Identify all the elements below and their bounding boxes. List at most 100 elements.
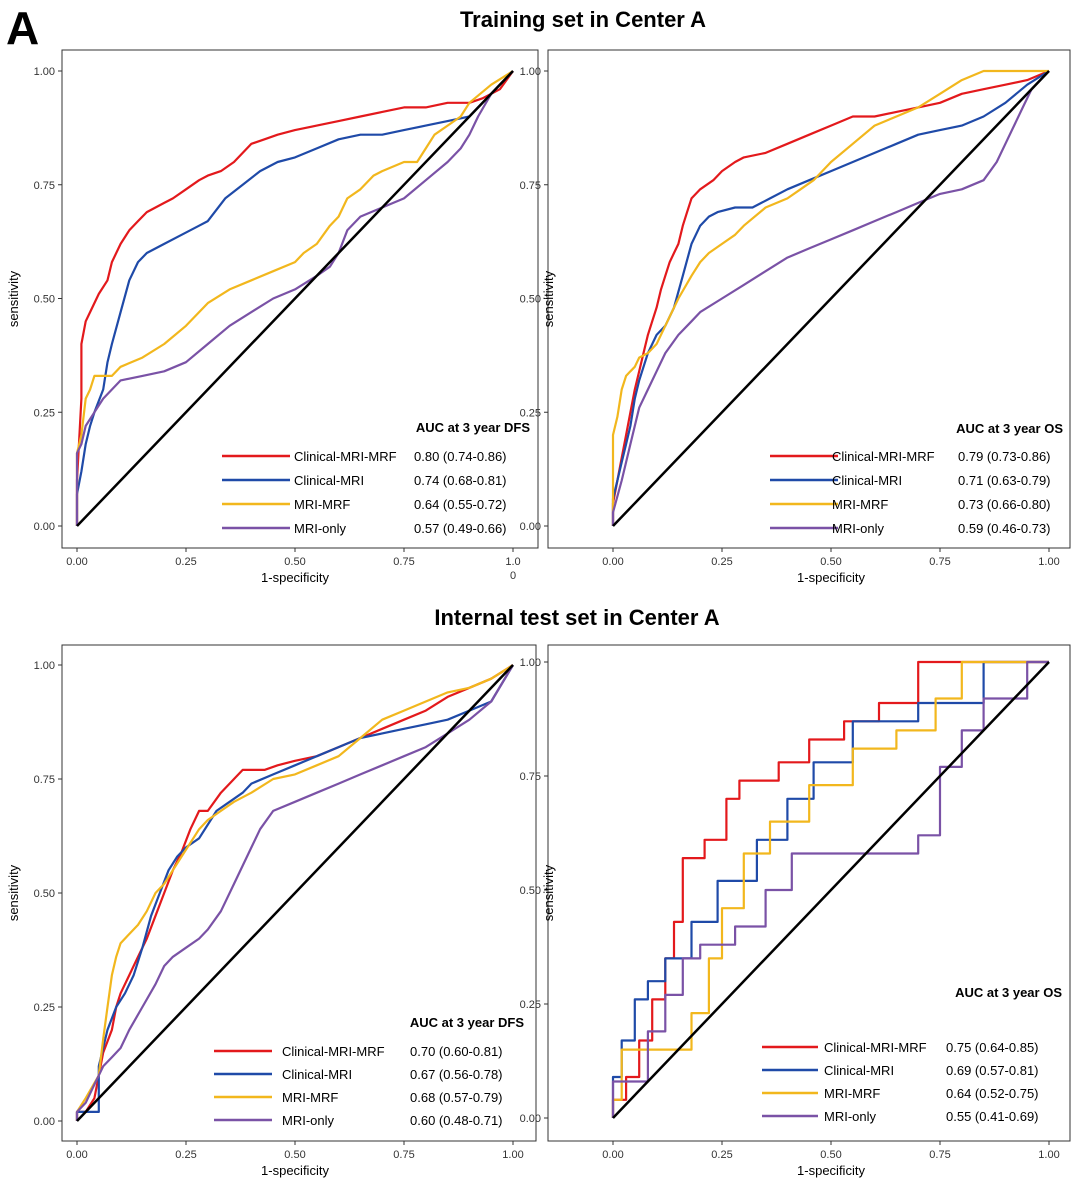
- x-tick-label: 0.25: [711, 556, 732, 568]
- y-tick-label: 1.00: [520, 66, 541, 78]
- y-tick-label: 0.50: [34, 888, 55, 900]
- y-tick-label: 1.00: [34, 66, 55, 78]
- x-tick-label: 1.0: [505, 556, 520, 568]
- legend-label: Clinical-MRI-MRF: [294, 449, 397, 464]
- legend-title: AUC at 3 year DFS: [410, 1015, 524, 1030]
- y-tick-label: 0.00: [34, 521, 55, 533]
- y-tick-label: 0.25: [520, 999, 541, 1011]
- charts-container: 0.00 0.25 0.50 0.75 1.000.000.250.500.751.00…: [6, 49, 1071, 1178]
- y-tick-label: 1.00: [520, 657, 541, 669]
- legend-label: MRI-only: [832, 521, 885, 536]
- roc-curve-clinical-mri: [611, 70, 1050, 526]
- x-tick-label: 0.25: [711, 1149, 732, 1161]
- x-tick-label: 0.75: [393, 556, 414, 568]
- x-axis-label: 1-specificity: [261, 1163, 329, 1178]
- roc-curve-mri-only: [75, 70, 514, 526]
- y-tick-label: 0.50: [520, 294, 541, 306]
- legend-auc: 0.74 (0.68-0.81): [414, 473, 507, 488]
- legend-auc: 0.68 (0.57-0.79): [410, 1090, 503, 1105]
- legend-label: Clinical-MRI: [294, 473, 364, 488]
- roc-curve-mri-mrf: [75, 664, 514, 1121]
- roc-curve-clinical-mri: [611, 660, 1049, 1118]
- plot-frame: [547, 644, 1071, 1142]
- legend-auc: 0.75 (0.64-0.85): [946, 1040, 1039, 1055]
- y-axis-label: sensitivity: [541, 864, 556, 921]
- legend-label: Clinical-MRI: [282, 1067, 352, 1082]
- x-axis-label: 1-specificity: [797, 1163, 865, 1178]
- y-tick-label: 0.25: [34, 407, 55, 419]
- x-axis-label: 1-specificity: [261, 570, 329, 585]
- roc-panel-test-dfs: 0.00 0.25 0.50 0.75 1.00 0.00 0.25 0.50 0.75 1.00…: [6, 644, 537, 1178]
- legend-auc: 0.73 (0.66-0.80): [958, 497, 1051, 512]
- legend-label: MRI-only: [294, 521, 347, 536]
- legend-auc: 0.59 (0.46-0.73): [958, 521, 1051, 536]
- x-tick-label: 0.00: [602, 556, 623, 568]
- x-axis-label: 1-specificity: [797, 570, 865, 585]
- y-tick-label: 1.00: [34, 660, 55, 672]
- y-tick-label: 0.50: [34, 294, 55, 306]
- x-tick-label: 0.50: [820, 556, 841, 568]
- roc-curve-mri-mrf: [611, 69, 1049, 526]
- x-tick-label: 0.50: [820, 1149, 841, 1161]
- y-tick-label: 0.00: [520, 1113, 541, 1125]
- legend-auc: 0.57 (0.49-0.66): [414, 521, 507, 536]
- legend-auc: 0.71 (0.63-0.79): [958, 473, 1051, 488]
- y-tick-label: 0.25: [520, 407, 541, 419]
- panel-letter: A: [6, 2, 39, 54]
- legend-label: MRI-only: [824, 1109, 877, 1124]
- roc-curve-mri-only: [611, 70, 1050, 526]
- legend-title: AUC at 3 year OS: [955, 985, 1062, 1000]
- reference-diagonal: [612, 70, 1050, 527]
- y-tick-label: 0.25: [34, 1002, 55, 1014]
- legend-label: Clinical-MRI-MRF: [832, 449, 935, 464]
- legend-label: Clinical-MRI: [824, 1063, 894, 1078]
- roc-curve-clinical-mri-mrf: [75, 70, 514, 526]
- legend-label: MRI-only: [282, 1113, 335, 1128]
- x-tick-label: 1.00: [1038, 1149, 1059, 1161]
- x-tick-label: 0.25: [175, 1149, 196, 1161]
- reference-diagonal: [76, 664, 514, 1122]
- legend-auc: 0.80 (0.74-0.86): [414, 449, 507, 464]
- roc-panel-training-dfs: 0.00 0.25 0.50 0.75 1.000.000.250.500.751.00…: [6, 49, 539, 585]
- x-tick-label: 0.00: [602, 1149, 623, 1161]
- x-tick-label: 0.75: [929, 1149, 950, 1161]
- y-axis-label: sensitivity: [541, 270, 556, 327]
- section-title-training: Training set in Center A: [460, 7, 706, 32]
- legend-label: Clinical-MRI: [832, 473, 902, 488]
- legend-auc: 0.67 (0.56-0.78): [410, 1067, 503, 1082]
- reference-diagonal: [76, 70, 514, 527]
- roc-curve-mri-only: [75, 664, 514, 1121]
- section-title-test: Internal test set in Center A: [434, 605, 719, 630]
- legend-label: Clinical-MRI-MRF: [824, 1040, 927, 1055]
- legend-label: MRI-MRF: [832, 497, 888, 512]
- roc-curve-mri-mrf: [611, 660, 1049, 1118]
- legend-auc: 0.64 (0.52-0.75): [946, 1086, 1039, 1101]
- roc-curve-clinical-mri-mrf: [75, 664, 514, 1121]
- legend-auc: 0.55 (0.41-0.69): [946, 1109, 1039, 1124]
- y-tick-label: 0.75: [34, 180, 55, 192]
- y-tick-label: 0.75: [34, 774, 55, 786]
- legend-auc: 0.79 (0.73-0.86): [958, 449, 1051, 464]
- y-axis-label: sensitivity: [6, 270, 21, 327]
- x-tick-label: 0.00: [66, 1149, 87, 1161]
- legend-auc: 0.70 (0.60-0.81): [410, 1044, 503, 1059]
- roc-curve-clinical-mri-mrf: [611, 69, 1050, 526]
- y-tick-label: 0.75: [520, 771, 541, 783]
- y-axis-label: sensitivity: [6, 864, 21, 921]
- legend-auc: 0.60 (0.48-0.71): [410, 1113, 503, 1128]
- x-tick-label: 0.00: [66, 556, 87, 568]
- x-tick-label: 0.75: [393, 1149, 414, 1161]
- x-tick-label: 0.50: [284, 1149, 305, 1161]
- legend-auc: 0.69 (0.57-0.81): [946, 1063, 1039, 1078]
- roc-curve-mri-only: [611, 660, 1049, 1118]
- reference-diagonal: [612, 661, 1050, 1119]
- legend-title: AUC at 3 year DFS: [416, 420, 530, 435]
- legend-auc: 0.64 (0.55-0.72): [414, 497, 507, 512]
- y-tick-label: 0.00: [520, 521, 541, 533]
- x-tick-label: 1.00: [1038, 556, 1059, 568]
- x-tick-label-extra: 0: [510, 570, 516, 582]
- x-tick-label: 0.50: [284, 556, 305, 568]
- roc-curve-mri-mrf: [75, 70, 514, 526]
- y-tick-label: 0.00: [34, 1116, 55, 1128]
